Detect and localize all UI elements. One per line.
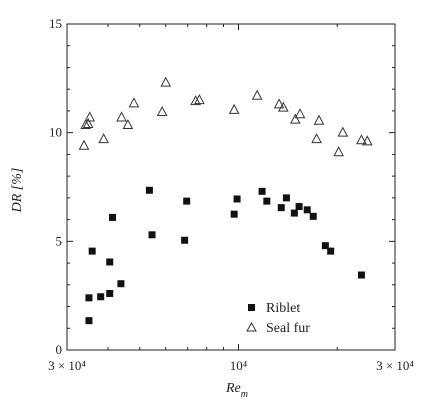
data-point-riblet bbox=[277, 204, 285, 212]
data-point-riblet bbox=[117, 280, 125, 288]
data-point-seal-fur bbox=[128, 97, 140, 108]
data-point-seal-fur bbox=[228, 103, 240, 114]
data-markers bbox=[78, 76, 373, 325]
data-point-riblet bbox=[263, 197, 271, 205]
data-point-seal-fur bbox=[80, 118, 91, 130]
data-point-riblet bbox=[290, 209, 298, 217]
data-point-seal-fur bbox=[160, 76, 172, 87]
data-point-riblet bbox=[303, 206, 311, 214]
data-point-seal-fur bbox=[116, 111, 127, 122]
data-point-riblet bbox=[282, 194, 290, 202]
data-point-riblet bbox=[309, 212, 317, 220]
x-tick-label: 10⁴ bbox=[230, 358, 248, 373]
legend-riblet-marker bbox=[248, 304, 255, 311]
data-point-seal-fur bbox=[84, 111, 96, 122]
legend-riblet-label: Riblet bbox=[266, 301, 300, 316]
data-point-riblet bbox=[88, 247, 96, 255]
data-point-riblet bbox=[183, 197, 191, 205]
data-point-seal-fur bbox=[356, 134, 367, 145]
y-tick-label: 0 bbox=[56, 342, 63, 357]
data-point-seal-fur bbox=[98, 133, 109, 144]
data-point-riblet bbox=[357, 271, 365, 279]
data-point-riblet bbox=[109, 213, 117, 221]
plot-border bbox=[66, 23, 396, 351]
data-point-seal-fur bbox=[361, 135, 373, 146]
data-point-seal-fur bbox=[337, 126, 349, 137]
data-point-riblet bbox=[97, 293, 105, 301]
legend-seal-fur-label: Seal fur bbox=[266, 321, 310, 336]
data-point-seal-fur bbox=[311, 133, 322, 144]
legend: Riblet Seal fur bbox=[246, 301, 310, 336]
plot-frame bbox=[66, 23, 396, 351]
x-tick-label: 3 × 10⁴ bbox=[48, 358, 86, 373]
data-point-riblet bbox=[230, 210, 238, 218]
data-point-seal-fur bbox=[251, 89, 263, 100]
data-point-seal-fur bbox=[313, 114, 325, 125]
data-point-riblet bbox=[181, 236, 189, 244]
data-point-seal-fur bbox=[278, 101, 289, 112]
x-tick-label: 3 × 10⁴ bbox=[376, 358, 414, 373]
data-point-riblet bbox=[106, 258, 114, 266]
y-tick-label: 5 bbox=[56, 233, 63, 248]
data-point-seal-fur bbox=[122, 118, 134, 130]
y-axis-label: DR [%] bbox=[10, 168, 25, 214]
legend-seal-fur-marker bbox=[246, 321, 257, 332]
data-point-riblet bbox=[106, 289, 114, 297]
data-point-seal-fur bbox=[273, 98, 285, 109]
data-point-riblet bbox=[258, 187, 266, 195]
data-point-riblet bbox=[233, 195, 241, 203]
data-point-seal-fur bbox=[333, 146, 344, 157]
data-point-riblet bbox=[85, 294, 93, 302]
data-point-riblet bbox=[148, 231, 156, 239]
x-axis-label-main: Re bbox=[225, 381, 241, 396]
data-point-seal-fur bbox=[78, 139, 90, 150]
data-point-riblet bbox=[327, 247, 335, 255]
data-point-seal-fur bbox=[294, 108, 306, 119]
data-point-seal-fur bbox=[289, 113, 301, 124]
y-tick-label: 10 bbox=[49, 125, 62, 140]
x-axis-label-subscript: m bbox=[241, 389, 248, 400]
data-point-riblet bbox=[321, 242, 329, 250]
data-point-riblet bbox=[85, 317, 93, 325]
data-point-seal-fur bbox=[82, 117, 94, 128]
data-point-riblet bbox=[295, 203, 303, 211]
data-point-seal-fur bbox=[156, 105, 168, 117]
data-point-seal-fur bbox=[194, 93, 205, 105]
axis-tick-labels: 0 5 10 15 3 × 10⁴ 10⁴ 3 × 10⁴ bbox=[48, 16, 414, 373]
axis-ticks bbox=[66, 23, 396, 351]
y-tick-label: 15 bbox=[49, 16, 62, 31]
data-point-seal-fur bbox=[190, 95, 201, 106]
x-axis-label: Rem bbox=[225, 381, 248, 400]
data-point-riblet bbox=[145, 186, 153, 194]
